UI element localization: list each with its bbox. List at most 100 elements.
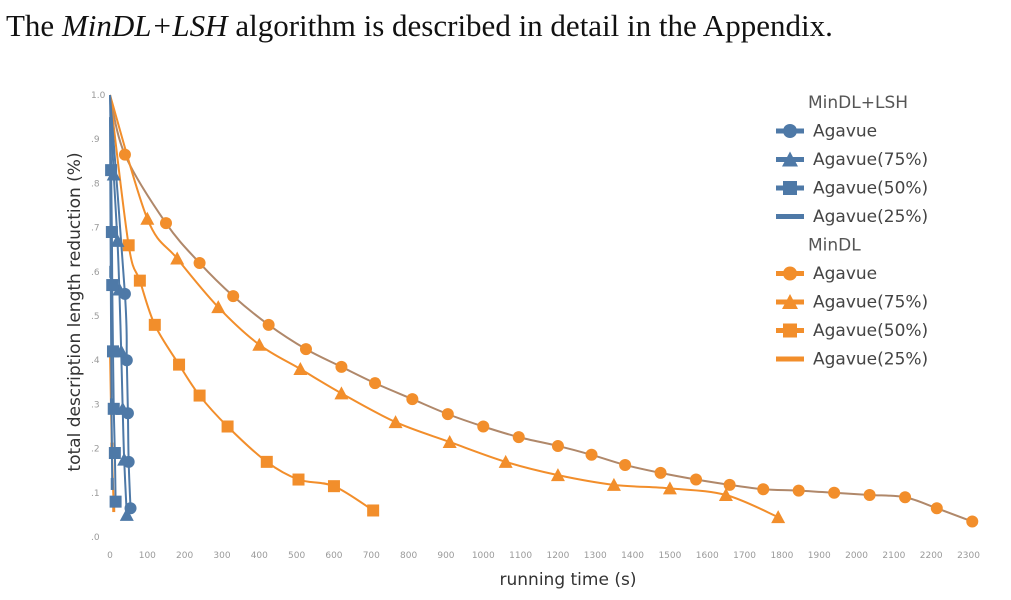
legend-line-swatch bbox=[776, 214, 804, 219]
x-tick-label: 700 bbox=[363, 551, 380, 561]
x-tick-label: 800 bbox=[400, 551, 417, 561]
y-tick-label: .1 bbox=[91, 489, 100, 499]
y-tick-label: .9 bbox=[91, 135, 100, 145]
triangle-marker bbox=[442, 434, 457, 448]
triangle-marker bbox=[388, 415, 403, 429]
caption-algorithm-name: MinDL+LSH bbox=[61, 8, 228, 43]
square-marker bbox=[148, 318, 161, 331]
legend-item-label: Agavue(75%) bbox=[813, 150, 928, 170]
circle-marker bbox=[966, 515, 979, 528]
circle-marker bbox=[551, 439, 564, 452]
triangle-marker bbox=[211, 300, 226, 314]
circle-marker bbox=[193, 256, 206, 269]
circle-marker bbox=[690, 473, 703, 486]
caption-suffix: algorithm is described in detail in the … bbox=[227, 8, 833, 43]
x-tick-label: 500 bbox=[288, 551, 305, 561]
circle-marker bbox=[654, 466, 667, 479]
triangle-marker bbox=[252, 337, 267, 351]
circle-marker bbox=[783, 266, 797, 281]
series-line bbox=[109, 94, 779, 519]
legend-line-swatch bbox=[776, 356, 804, 362]
circle-marker bbox=[930, 502, 943, 515]
circle-marker bbox=[585, 448, 598, 461]
x-tick-label: 2300 bbox=[957, 551, 980, 561]
square-marker bbox=[133, 274, 146, 287]
x-tick-label: 900 bbox=[437, 551, 454, 561]
triangle-marker bbox=[334, 386, 349, 400]
x-tick-label: 200 bbox=[176, 551, 193, 561]
y-tick-label: .4 bbox=[91, 356, 100, 366]
circle-marker bbox=[369, 377, 382, 390]
triangle-marker bbox=[498, 454, 513, 468]
circle-marker bbox=[299, 343, 312, 356]
square-marker bbox=[122, 239, 135, 252]
legend-group-title: MinDL+LSH bbox=[808, 93, 908, 113]
series-mindltriangle bbox=[109, 94, 786, 524]
x-tick-label: 400 bbox=[251, 551, 268, 561]
circle-marker bbox=[477, 420, 490, 433]
triangle-marker bbox=[119, 507, 134, 521]
triangle-marker bbox=[110, 233, 125, 247]
series-mindl-lshbar bbox=[109, 117, 114, 490]
x-tick-label: 0 bbox=[107, 551, 113, 561]
legend-item-label: Agavue(25%) bbox=[813, 207, 928, 227]
triangle-marker bbox=[112, 282, 127, 296]
circle-marker bbox=[512, 431, 525, 444]
y-tick-label: .2 bbox=[91, 445, 100, 455]
legend-item-label: Agavue(75%) bbox=[813, 293, 928, 313]
bar-marker bbox=[109, 265, 113, 278]
square-marker bbox=[105, 226, 118, 239]
square-marker bbox=[193, 389, 206, 402]
x-tick-label: 1200 bbox=[546, 551, 569, 561]
series-mindlsquare bbox=[109, 94, 380, 517]
legend-group-title: MinDL bbox=[808, 236, 861, 256]
y-tick-label: .7 bbox=[91, 224, 100, 234]
triangle-marker bbox=[293, 362, 308, 376]
y-tick-label: .0 bbox=[91, 533, 100, 543]
circle-marker bbox=[828, 486, 841, 499]
legend-item-label: Agavue(25%) bbox=[813, 350, 928, 370]
y-axis-ticks: .0 .1 .2 .3 .4 .5 .6 .7 .8 .9 1.0 bbox=[91, 91, 106, 543]
triangle-marker bbox=[782, 151, 798, 167]
square-marker bbox=[221, 420, 234, 433]
circle-marker bbox=[757, 483, 770, 496]
legend-item-label: Agavue bbox=[813, 122, 877, 142]
legend-item-label: Agavue(50%) bbox=[813, 179, 928, 199]
triangle-marker bbox=[170, 251, 185, 265]
circle-marker bbox=[227, 290, 240, 303]
y-tick-label: .3 bbox=[91, 400, 100, 410]
square-marker bbox=[108, 447, 121, 460]
x-tick-label: 300 bbox=[213, 551, 230, 561]
x-axis-title: running time (s) bbox=[500, 570, 637, 590]
y-tick-label: .5 bbox=[91, 312, 100, 322]
x-tick-label: 1400 bbox=[621, 551, 644, 561]
y-tick-label: .6 bbox=[91, 268, 100, 278]
circle-marker bbox=[406, 393, 419, 406]
circle-marker bbox=[441, 408, 454, 421]
circle-marker bbox=[792, 484, 805, 497]
x-tick-label: 1600 bbox=[696, 551, 719, 561]
x-tick-label: 2000 bbox=[845, 551, 868, 561]
triangle-marker bbox=[117, 452, 132, 466]
square-marker bbox=[106, 279, 119, 292]
circle-marker bbox=[159, 217, 172, 230]
x-tick-label: 1700 bbox=[733, 551, 756, 561]
x-tick-label: 1500 bbox=[658, 551, 681, 561]
square-marker bbox=[783, 181, 797, 195]
chart-series bbox=[105, 94, 979, 528]
caption-text: The MinDL+LSH algorithm is described in … bbox=[6, 8, 1006, 44]
square-marker bbox=[173, 358, 186, 371]
triangle-marker bbox=[662, 481, 677, 495]
circle-marker bbox=[723, 478, 736, 491]
y-tick-label: .8 bbox=[91, 179, 100, 189]
bar-marker bbox=[109, 398, 113, 411]
series-mindlcircle bbox=[109, 94, 979, 528]
triangle-marker bbox=[550, 468, 565, 482]
y-tick-label: 1.0 bbox=[91, 91, 106, 101]
x-tick-label: 600 bbox=[325, 551, 342, 561]
circle-marker bbox=[899, 491, 912, 504]
legend: MinDL+LSH Agavue Agavue(75%) Agavue(50%) Aga… bbox=[776, 93, 928, 370]
square-marker bbox=[106, 345, 119, 358]
caption-prefix: The bbox=[6, 8, 62, 43]
